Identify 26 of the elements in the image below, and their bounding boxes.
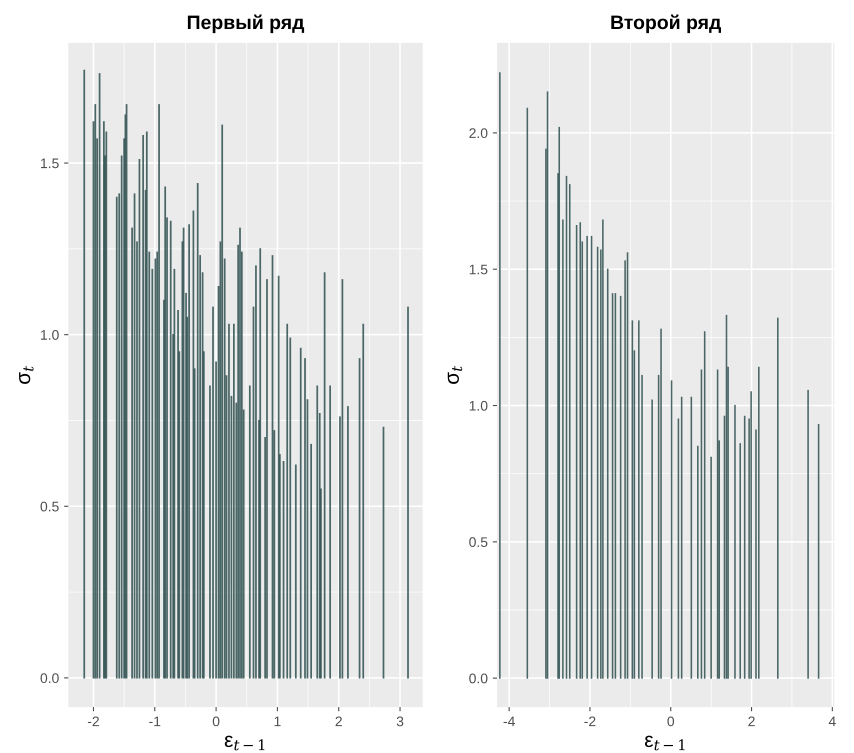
x-tick-label: 0	[212, 716, 220, 726]
x-tick-label: 3	[396, 716, 404, 726]
y-tick-label: 0.5	[40, 502, 59, 512]
chart-title: Первый ряд	[188, 14, 304, 34]
y-axis-title: σ$_{t}$	[19, 366, 34, 384]
y-axis-title: σ$_{t}$	[448, 366, 462, 384]
x-tick-label: -4	[504, 716, 515, 726]
x-tick-label: 0	[667, 716, 674, 726]
x-tick-label: -2	[584, 716, 596, 726]
y-tick-label: 2.0	[469, 128, 488, 138]
y-tick-label: 0.5	[469, 537, 488, 548]
y-tick-label: 1.5	[41, 158, 59, 168]
x-axis-title: ε$_{t−1}$	[224, 736, 264, 750]
chart-title: Второй ряд	[611, 14, 721, 34]
x-tick-label: 1	[274, 716, 281, 726]
x-tick-label: 2	[748, 716, 755, 726]
x-axis-title: ε$_{t−1}$	[644, 736, 685, 750]
y-tick-label: 1.0	[470, 400, 488, 411]
y-tick-label: 1.0	[41, 330, 59, 340]
x-tick-label: -1	[149, 716, 160, 726]
x-tick-label: 2	[336, 716, 342, 726]
y-tick-label: 0.0	[40, 673, 59, 684]
x-tick-label: 4	[828, 716, 836, 726]
y-tick-label: 1.5	[470, 264, 488, 274]
x-tick-label: -2	[88, 716, 99, 726]
y-tick-label: 0.0	[469, 674, 488, 684]
